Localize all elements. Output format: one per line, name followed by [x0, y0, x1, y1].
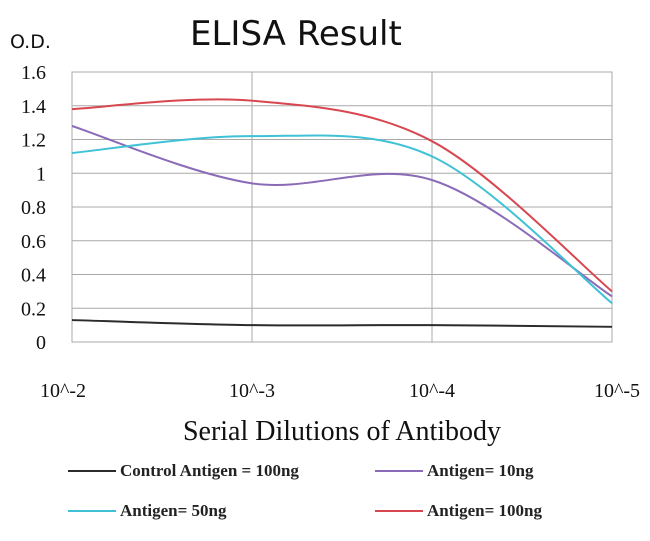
legend-label: Control Antigen = 100ng	[120, 461, 299, 480]
series-line-0	[71, 319, 613, 328]
x-tick-label: 10^-2	[40, 380, 86, 402]
legend-label: Antigen= 100ng	[427, 501, 543, 520]
y-tick-label: 1.2	[21, 130, 46, 152]
x-axis-label: Serial Dilutions of Antibody	[183, 416, 501, 447]
y-tick-label: 0.6	[21, 231, 46, 253]
y-tick-label: 1	[36, 163, 46, 185]
series-line-2	[71, 134, 613, 304]
x-tick-label: 10^-5	[594, 380, 640, 402]
y-tick-labels: 1.6 1.4 1.2 1 0.8 0.6 0.4 0.2 0	[21, 62, 46, 354]
legend: Control Antigen = 100ng Antigen= 10ng Anti…	[68, 461, 543, 520]
series-line-1	[71, 125, 613, 298]
y-tick-label: 1.4	[21, 96, 46, 118]
plot-frame	[71, 71, 613, 343]
chart-title: ELISA Result	[190, 14, 402, 54]
y-tick-label: 0.4	[21, 265, 46, 287]
legend-label: Antigen= 10ng	[427, 461, 534, 480]
y-tick-label: 0.2	[21, 298, 46, 320]
series-layer	[71, 98, 613, 328]
legend-label: Antigen= 50ng	[120, 501, 227, 520]
grid-layer	[71, 71, 613, 343]
y-tick-label: 0	[36, 332, 46, 354]
x-tick-label: 10^-4	[409, 380, 455, 402]
x-tick-label: 10^-3	[229, 380, 275, 402]
series-line-3	[71, 98, 613, 293]
y-tick-label: 1.6	[21, 62, 46, 84]
y-tick-label: 0.8	[21, 197, 46, 219]
x-tick-labels: 10^-2 10^-3 10^-4 10^-5	[40, 380, 640, 402]
y-axis-label: O.D.	[10, 31, 51, 53]
